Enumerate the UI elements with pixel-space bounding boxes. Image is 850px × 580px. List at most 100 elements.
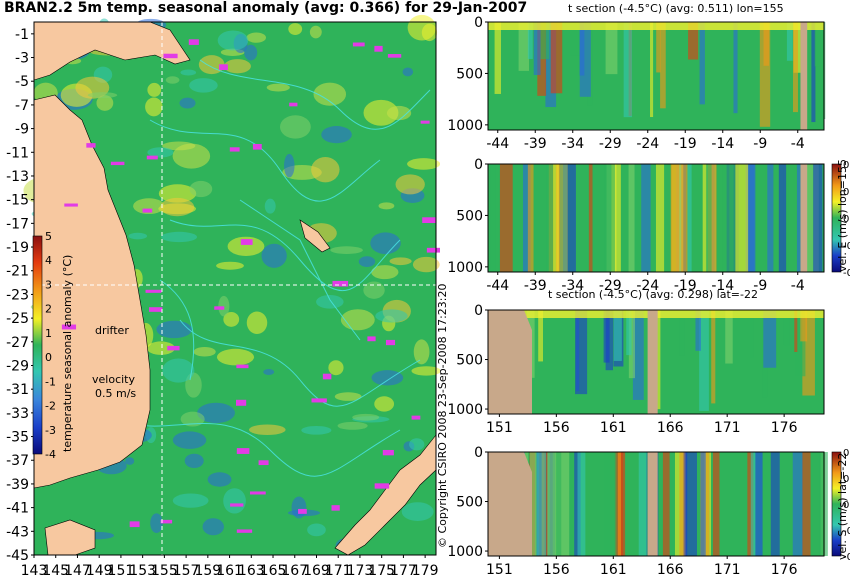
map-x-tick-label: 155 <box>151 563 178 579</box>
map-chart: -1-3-5-7-9-11-13-15-17-19-21-23-25-27-29… <box>6 14 440 579</box>
section-y-tick-label: 500 <box>456 495 483 511</box>
velocity-colorbar-tick-label: -0.2 <box>843 526 850 537</box>
section-x-tick-label: -29 <box>599 136 622 152</box>
drifter-marker <box>110 161 125 166</box>
section-y-tick-label: 1000 <box>447 402 483 418</box>
drifter-marker <box>352 42 365 47</box>
drifter-marker <box>240 239 253 245</box>
velocity-colorbar-tick-label: -0.2 <box>843 241 850 252</box>
section3-title: t section (-4.5°C) (avg: 0.298) lat=-22 <box>548 288 758 301</box>
land-australia <box>33 94 151 489</box>
map-y-tick-label: -45 <box>6 548 29 564</box>
drifter-marker <box>214 306 225 310</box>
drifter-marker <box>160 519 173 524</box>
map-colorbar-tick-label: -1 <box>45 375 56 388</box>
section-land-coast <box>488 310 532 414</box>
map-y-tick-label: -7 <box>15 98 29 114</box>
map-y-tick-label: -3 <box>15 51 29 67</box>
drifter-marker <box>149 307 163 312</box>
drifter-marker <box>236 364 249 369</box>
drifter-marker <box>289 102 298 107</box>
map-colorbar-tick-label: -3 <box>45 424 56 437</box>
drifter-marker <box>167 345 180 351</box>
map-x-tick-label: 147 <box>64 563 91 579</box>
map-x-axis: 1431451471491511531551571591611631651671… <box>21 555 439 579</box>
section-x-tick-label: 151 <box>486 562 513 578</box>
map-colorbar-tick-label: 1 <box>45 327 52 340</box>
drifter-marker <box>61 324 77 330</box>
velocity-colorbar-tick-label: 0.4 <box>843 448 850 459</box>
drifter-marker <box>385 339 396 346</box>
map-y-tick-label: -1 <box>15 27 29 43</box>
map-x-tick-label: 161 <box>216 563 243 579</box>
section-y-tick-label: 0 <box>474 15 483 31</box>
map-colorbar: 5 4 3 2 1 0 -1 -2 -3 -4 temperature seasonal anom… <box>32 230 74 461</box>
section-x-tick-label: 171 <box>714 420 741 436</box>
drifter-marker <box>219 64 228 71</box>
map-y-tick-label: -9 <box>15 122 29 138</box>
section-x-tick-label: -4 <box>791 136 805 152</box>
map-x-tick-label: 163 <box>238 563 265 579</box>
section-x-tick-label: 156 <box>543 562 570 578</box>
drifter-marker <box>411 415 421 420</box>
velocity-colorbar-tick-label: 0 <box>843 500 849 511</box>
map-x-tick-label: 151 <box>108 563 135 579</box>
velocity-colorbar-tick-label: 0.4 <box>843 160 850 171</box>
map-colorbar-label: temperature seasonal anomaly (°C) <box>61 255 74 452</box>
map-y-tick-label: -43 <box>6 524 29 540</box>
map-colorbar-tick-label: 3 <box>45 278 52 291</box>
section-x-tick-label: 176 <box>771 562 798 578</box>
section-y-tick-label: 0 <box>474 157 483 173</box>
drifter-marker <box>145 289 162 293</box>
section-x-tick-label: -39 <box>524 136 547 152</box>
section-y-tick-label: 0 <box>474 445 483 461</box>
section-y-tick-label: 1000 <box>447 260 483 276</box>
map-y-tick-label: -39 <box>6 477 29 493</box>
velocity-colorbar-tick-label: 0.2 <box>843 187 850 198</box>
map-x-tick-label: 171 <box>325 563 352 579</box>
map-y-tick-label: -41 <box>6 501 29 517</box>
velocity-colorbar-tick-label: 0.2 <box>843 474 850 485</box>
drifter-marker <box>142 208 153 213</box>
drifter-marker <box>331 505 340 511</box>
section-x-tick-label: 176 <box>771 420 798 436</box>
drifter-markers <box>61 39 440 533</box>
map-x-tick-label: 143 <box>21 563 48 579</box>
drifter-marker <box>229 147 240 152</box>
section-x-tick-label: -9 <box>753 136 767 152</box>
map-x-tick-label: 159 <box>194 563 221 579</box>
section-frame <box>487 163 825 273</box>
drifter-marker <box>258 460 269 466</box>
section-x-tick-label: 166 <box>657 420 684 436</box>
drifter-marker <box>382 449 394 456</box>
map-y-tick-label: -15 <box>6 193 29 209</box>
section-land <box>647 452 658 556</box>
map-y-tick-label: -25 <box>6 311 29 327</box>
map-y-tick-label: -29 <box>6 358 29 374</box>
map-colorbar-tick-label: 2 <box>45 303 52 316</box>
main-title: BRAN2.2 5m temp. seasonal anomaly (avg: … <box>4 0 528 16</box>
drifter-marker <box>332 280 349 287</box>
section-x-tick-label: -34 <box>561 278 584 294</box>
section-y-tick-label: 0 <box>474 303 483 319</box>
velocity-label: velocity <box>92 373 135 386</box>
section-y-tick-label: 1000 <box>447 118 483 134</box>
section-frame <box>487 21 825 131</box>
drifter-marker <box>230 503 244 507</box>
map-y-tick-label: -33 <box>6 406 29 422</box>
velocity-colorbar-bar <box>831 163 842 273</box>
section-y-tick-label: 500 <box>456 208 483 224</box>
section-x-tick-label: -39 <box>524 278 547 294</box>
map-x-tick-label: 149 <box>86 563 113 579</box>
section-x-tick-label: 161 <box>600 420 627 436</box>
section-x-tick-label: -44 <box>486 278 509 294</box>
drifter-marker <box>252 143 262 150</box>
map-x-tick-label: 157 <box>173 563 200 579</box>
section-x-tick-label: -14 <box>711 136 734 152</box>
map-x-tick-label: 145 <box>42 563 69 579</box>
map-colorbar-bar <box>32 235 43 455</box>
drifter-label: drifter <box>95 324 129 337</box>
